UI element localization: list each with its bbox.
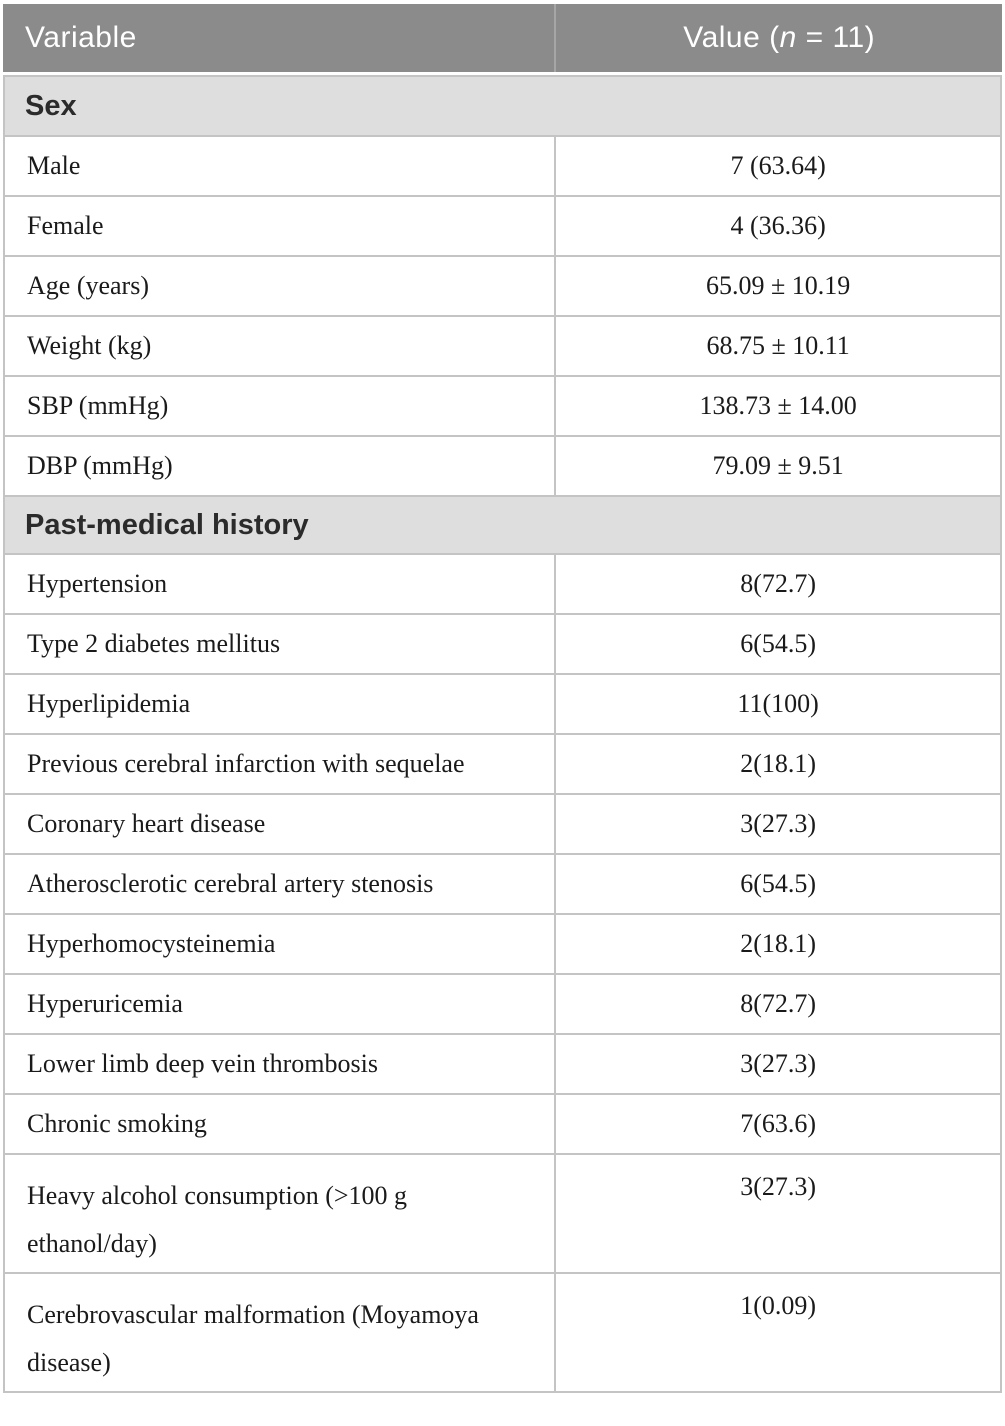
row-label: Type 2 diabetes mellitus [5,615,557,673]
row-value: 79.09 ± 9.51 [712,451,844,480]
table-header-row: Variable Value (n = 11) [3,4,1002,72]
table-row-hypertension: Hypertension 8(72.7) [5,553,1000,613]
section-row-sex: Sex [5,77,1000,135]
row-value: 7(63.6) [740,1109,817,1138]
row-label: Male [5,137,557,195]
section-label: Sex [25,89,77,122]
row-value: 3(27.3) [740,809,817,838]
row-value: 2(18.1) [740,929,817,958]
table-row-cerebrovascular-malformation: Cerebrovascular malformation (Moyamoya d… [5,1272,1000,1392]
row-value: 1(0.09) [740,1291,817,1321]
row-value: 8(72.7) [740,989,817,1018]
row-label: Lower limb deep vein thrombosis [5,1035,557,1093]
table-row-previous-cerebral-infarction: Previous cerebral infarction with sequel… [5,733,1000,793]
header-cell-value: Value (n = 11) [556,4,1002,72]
section-label: Past-medical history [25,508,309,541]
row-label: Coronary heart disease [5,795,557,853]
row-label: Age (years) [5,257,557,315]
italic-n: n [779,21,797,54]
row-value: 4 (36.36) [730,211,826,240]
row-label: DBP (mmHg) [5,437,557,495]
row-label: Chronic smoking [5,1095,557,1153]
row-label: Heavy alcohol consumption (>100 g ethano… [5,1155,557,1273]
row-label: Atherosclerotic cerebral artery stenosis [5,855,557,913]
table-row-hyperuricemia: Hyperuricemia 8(72.7) [5,973,1000,1033]
table-row-male: Male 7 (63.64) [5,135,1000,195]
table-row-lower-limb-dvt: Lower limb deep vein thrombosis 3(27.3) [5,1033,1000,1093]
variable-column-header: Variable [25,21,137,54]
row-label: Hypertension [5,555,557,613]
table-row-atherosclerotic-stenosis: Atherosclerotic cerebral artery stenosis… [5,853,1000,913]
table-row-hyperhomocysteinemia: Hyperhomocysteinemia 2(18.1) [5,913,1000,973]
table-row-age: Age (years) 65.09 ± 10.19 [5,255,1000,315]
row-value: 138.73 ± 14.00 [699,391,857,420]
value-column-header: Value (n = 11) [683,21,876,54]
row-value: 8(72.7) [740,569,817,598]
row-value: 11(100) [737,689,819,718]
header-gap [3,72,1002,75]
table-row-coronary-heart-disease: Coronary heart disease 3(27.3) [5,793,1000,853]
row-value: 7 (63.64) [730,151,826,180]
row-label: Female [5,197,557,255]
row-label: Hyperhomocysteinemia [5,915,557,973]
section-row-past-medical-history: Past-medical history [5,495,1000,553]
table-row-hyperlipidemia: Hyperlipidemia 11(100) [5,673,1000,733]
row-value: 6(54.5) [740,869,817,898]
row-value: 68.75 ± 10.11 [706,331,850,360]
row-value: 2(18.1) [740,749,817,778]
table-row-chronic-smoking: Chronic smoking 7(63.6) [5,1093,1000,1153]
row-value: 3(27.3) [740,1172,817,1201]
row-value: 65.09 ± 10.19 [705,271,851,300]
row-label: Previous cerebral infarction with sequel… [5,735,557,793]
table-row-sbp: SBP (mmHg) 138.73 ± 14.00 [5,375,1000,435]
table-row-female: Female 4 (36.36) [5,195,1000,255]
header-cell-variable: Variable [3,4,557,72]
row-value: 3(27.3) [740,1049,817,1078]
table-row-dbp: DBP (mmHg) 79.09 ± 9.51 [5,435,1000,495]
table-row-heavy-alcohol: Heavy alcohol consumption (>100 g ethano… [5,1153,1000,1273]
table-row-weight: Weight (kg) 68.75 ± 10.11 [5,315,1000,375]
row-label: SBP (mmHg) [5,377,557,435]
table-body: Sex Male 7 (63.64) Female 4 (36.36) Age … [3,75,1002,1394]
row-label: Weight (kg) [5,317,557,375]
row-label: Cerebrovascular malformation (Moyamoya d… [5,1274,557,1392]
row-label: Hyperuricemia [5,975,557,1033]
row-value: 6(54.5) [740,629,817,658]
table-row-type2-diabetes: Type 2 diabetes mellitus 6(54.5) [5,613,1000,673]
row-label: Hyperlipidemia [5,675,557,733]
